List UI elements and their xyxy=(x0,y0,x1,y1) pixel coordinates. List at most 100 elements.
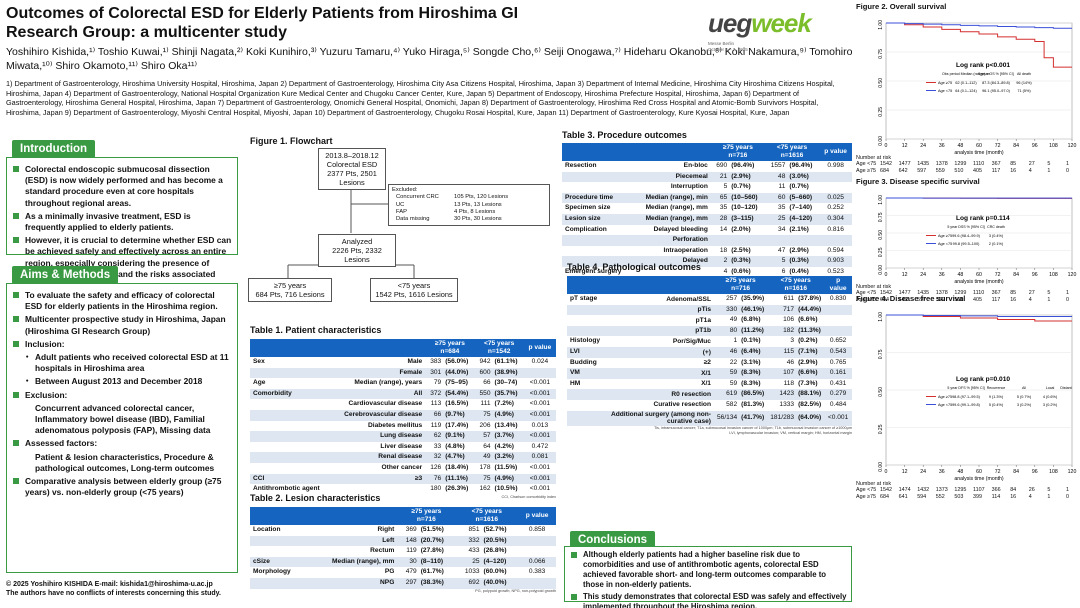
chart-title: Figure 4. Disease free survival xyxy=(856,294,966,303)
header-group-nonelderly: <75 years xyxy=(484,340,515,347)
table-cell: 62 xyxy=(425,431,445,442)
table-cell: (3.1%) xyxy=(741,358,761,366)
table-cell: 75 xyxy=(474,409,494,421)
table-row: Procedure time Median (range), min 65 (10–5… xyxy=(562,192,852,204)
table-cell xyxy=(518,535,556,547)
table-cell: (37.8%) xyxy=(798,295,822,302)
table-cell: (82.5%) xyxy=(798,400,822,408)
table4-note-1: Tis, intramucosal cancer; T1a, submucosa… xyxy=(653,425,852,430)
risk-value: 552 xyxy=(935,493,945,500)
table-cell: (40.0%) xyxy=(482,577,519,589)
x-tick-label: 36 xyxy=(939,143,945,149)
intro-heading: Introduction xyxy=(12,140,96,158)
km-curve-nonelderly xyxy=(886,22,1072,29)
inset-cell: 9 (1.3%) xyxy=(989,395,1004,399)
y-tick-label: 0.50 xyxy=(878,387,884,397)
legend-label: Age <75 xyxy=(938,403,952,407)
risk-value: 0 xyxy=(1066,493,1069,500)
table-cell: 28 xyxy=(710,213,731,225)
risk-value: 367 xyxy=(991,290,1001,297)
table-cell: <0.001 xyxy=(523,431,556,442)
x-tick-label: 96 xyxy=(1032,143,1038,149)
risk-value: 399 xyxy=(973,493,982,500)
aims-subitem: Adult patients who received colorectal E… xyxy=(13,352,233,374)
table-cell: 0.830 xyxy=(829,295,847,302)
table-cell: (7.3%) xyxy=(798,379,818,387)
table-cell: 0.903 xyxy=(819,256,852,267)
table-cell: (8.3%) xyxy=(740,368,768,379)
risk-value: 16 xyxy=(1010,296,1017,303)
ueg-week-logo: uegweek Messe Berlin October 4 – 7, 2025 xyxy=(708,8,848,58)
flow-box-analyzed: Analyzed 2226 Pts, 2332 Lesions xyxy=(318,234,396,267)
table-cell: 1557 xyxy=(770,162,786,169)
risk-value: 4 xyxy=(1028,493,1032,500)
flow-excluded-title: Excluded: xyxy=(392,187,418,193)
table-cell: (10–120) xyxy=(731,204,758,212)
risk-value: 5 xyxy=(1047,161,1051,168)
x-tick-label: 12 xyxy=(902,143,908,149)
copyright-line: © 2025 Yoshihiro KISHIDA E-mail: kishida… xyxy=(6,581,213,588)
table-cell xyxy=(562,235,634,246)
risk-value: 5 xyxy=(1047,487,1051,494)
table-cell: (2.9%) xyxy=(798,358,818,366)
table-cell: Left xyxy=(307,535,398,547)
risk-value: 684 xyxy=(880,167,889,174)
table-cell: ≥3 xyxy=(331,473,426,485)
table-cell: (9.7%) xyxy=(444,409,475,421)
km-plot: 0.00 0.25 0.50 0.75 1.00 0 12 24 36 48 60 72 84 96 108… xyxy=(878,20,1076,155)
table-row: Sex Male 383 (56.0%) 942 (61.1%) 0.024 xyxy=(250,357,556,368)
table-cell: 181/283 xyxy=(767,410,798,426)
y-tick-label: 0.25 xyxy=(878,107,884,117)
x-tick-label: 60 xyxy=(976,469,982,475)
risk-value: 597 xyxy=(917,167,927,174)
table-cell: <0.001 xyxy=(523,473,556,485)
table-cell: 369 xyxy=(405,526,417,533)
flow-box-nonelderly: <75 years 1542 Pts, 1616 Lesions xyxy=(370,278,458,302)
table-cell: 32 xyxy=(425,452,445,463)
aims-box: To evaluate the safety and efficacy of c… xyxy=(6,283,238,573)
table-row: cSize Median (range), mm 30 (8–110) 25 (4–120… xyxy=(250,556,556,568)
table-cell: 0.816 xyxy=(827,225,844,233)
logrank-label: Log rank p=0.010 xyxy=(956,376,1010,383)
table-cell: 619 xyxy=(713,389,741,400)
table-cell: (3–115) xyxy=(730,213,765,225)
table-row: pT1b 80 (11.2%) 182 (11.3%) xyxy=(567,325,852,337)
risk-value: 4 xyxy=(1028,296,1032,303)
x-tick-label: 96 xyxy=(1032,469,1038,475)
table-cell: 3 xyxy=(790,337,795,345)
table-cell: ≥2 xyxy=(703,359,711,367)
x-tick-label: 120 xyxy=(1068,272,1077,278)
table-cell: 33 xyxy=(433,442,442,450)
table-cell: 59 xyxy=(713,368,741,379)
risk-value: 117 xyxy=(991,167,1001,174)
footer: © 2025 Yoshihiro KISHIDA E-mail: kishida… xyxy=(6,580,246,598)
table-cell: (20.7%) xyxy=(419,535,456,547)
table-cell: Comorbidity xyxy=(250,388,332,400)
table-cell: 383 xyxy=(430,358,442,365)
table-cell: (0.6%) xyxy=(731,267,751,275)
table-header: <75 years n=1616 xyxy=(767,276,825,294)
table-cell xyxy=(710,235,731,246)
table-cell: (30–74) xyxy=(494,379,518,387)
x-tick-label: 84 xyxy=(1013,469,1019,475)
table-cell: 5 xyxy=(723,183,728,191)
intro-heading-wrap: Introduction xyxy=(12,139,96,158)
table-row: Histology Por/Sig/Muc 1 (0.1%) 3 (0.2%) 0.652 xyxy=(567,336,852,347)
table-cell: (3.7%) xyxy=(493,431,524,442)
table-cell: 0.765 xyxy=(829,358,847,366)
inset-cell: 2 (0.1%) xyxy=(989,242,1004,246)
table-cell xyxy=(824,304,852,316)
logo-dates: October 4 – 7, 2025 xyxy=(708,46,748,52)
table-cell: (81.3%) xyxy=(741,400,765,408)
risk-value: 510 xyxy=(954,167,964,174)
table-cell: (6.8%) xyxy=(741,316,761,324)
table-cell: 115 xyxy=(767,346,798,358)
table-cell: 25 xyxy=(455,556,483,568)
table-cell: <0.001 xyxy=(523,388,556,400)
risk-value: 1299 xyxy=(954,161,967,168)
risk-value: 85 xyxy=(1010,290,1017,297)
risk-value: 366 xyxy=(991,487,1001,494)
table-cell: 76 xyxy=(425,473,445,485)
table-cell: (4–120) xyxy=(788,213,820,225)
table-cell: (10–560) xyxy=(730,192,765,204)
